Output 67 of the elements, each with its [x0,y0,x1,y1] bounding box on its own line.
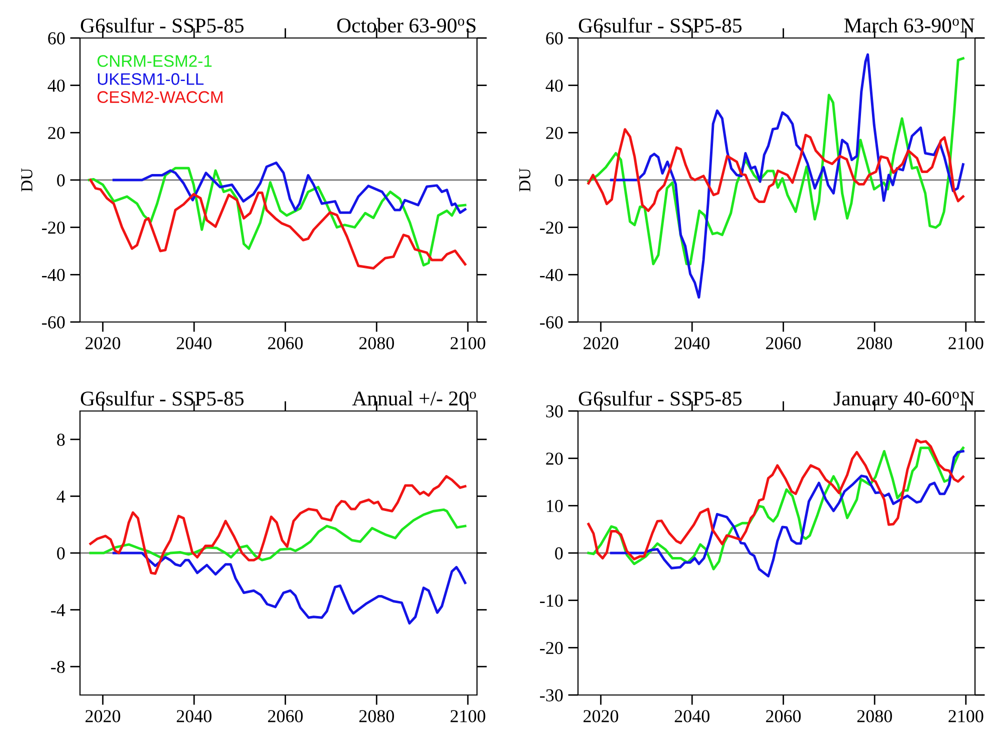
x-tick-label: 2020 [86,710,120,722]
x-tick-label: 2060 [268,337,303,350]
x-tick-label: 2100 [450,337,486,350]
y-tick-label: -20 [42,222,65,234]
chart-title: G6sulfur - SSP5-85 [80,390,244,406]
line-series [89,178,466,270]
y-tick-label: -8 [51,660,65,674]
y-tick-label: -10 [540,594,563,607]
y-tick-label: -20 [540,642,563,654]
y-tick-label: 60 [546,32,563,44]
y-tick-label: -20 [540,222,563,234]
y-tick-label: -40 [42,268,65,282]
chart-title: G6sulfur - SSP5-85 [80,18,244,33]
chart-subtitle: January 40-60$^{o}$N [834,391,974,410]
y-tick-label: 20 [48,126,65,140]
line-series [112,161,466,214]
x-tick-label: 2080 [359,710,394,722]
line-series [112,552,466,625]
x-tick-label: 2060 [766,710,801,722]
line-series [587,128,964,212]
y-tick-label: 20 [546,126,563,140]
y-tick-label: -4 [51,604,66,616]
text: CESM2-WACCM [98,91,222,103]
y-tick-label: 0 [555,547,563,560]
chart-title: G6sulfur - SSP5-85 [578,390,742,406]
y-tick-label: 60 [48,32,65,44]
y-tick-label: 0 [57,174,65,186]
line-series [610,53,964,299]
x-tick-label: 2100 [948,710,984,722]
line-series [89,508,466,562]
y-tick-label: 0 [555,174,563,186]
x-tick-label: 2020 [584,337,618,350]
x-tick-label: 2080 [857,337,892,350]
chart-subtitle: October 63-90$^{o}$S [337,18,476,33]
x-tick-label: 2080 [359,337,394,350]
x-tick-label: 2040 [674,337,710,350]
x-tick-label: 2040 [176,337,212,350]
x-tick-label: 2060 [766,337,801,350]
x-tick-label: 2100 [450,710,486,722]
y-tick-label: 0 [57,547,65,560]
line-series [88,166,466,266]
y-tick-label: 10 [546,500,563,512]
x-tick-label: 2020 [584,710,618,722]
y-tick-label: -60 [540,316,563,328]
x-tick-label: 2040 [176,710,212,722]
x-tick-label: 2100 [948,337,984,350]
chart-subtitle: March 63-90$^{o}$N [844,18,974,33]
chart-title: G6sulfur - SSP5-85 [578,18,742,33]
y-tick-label: -30 [540,689,563,702]
y-tick-label: 40 [48,80,65,92]
y-tick-label: 20 [546,452,563,465]
x-tick-label: 2060 [268,710,303,722]
y-tick-label: 4 [56,490,66,502]
y-axis-title: DU [519,168,530,192]
y-tick-label: 8 [57,434,65,446]
text: CNRM-ESM2-1 [98,55,212,67]
y-tick-label: 40 [546,80,563,92]
x-tick-label: 2080 [857,710,892,722]
x-tick-label: 2040 [674,710,710,722]
y-tick-label: -60 [42,316,65,328]
text: UKESM1-0-LL [98,73,204,85]
line-series [89,475,466,575]
y-tick-label: 30 [546,405,563,418]
chart-subtitle: Annual +/- 20$^{o}$ [352,390,476,406]
y-tick-label: -40 [540,268,563,282]
y-axis-title: DU [21,168,32,192]
x-tick-label: 2020 [86,337,120,350]
